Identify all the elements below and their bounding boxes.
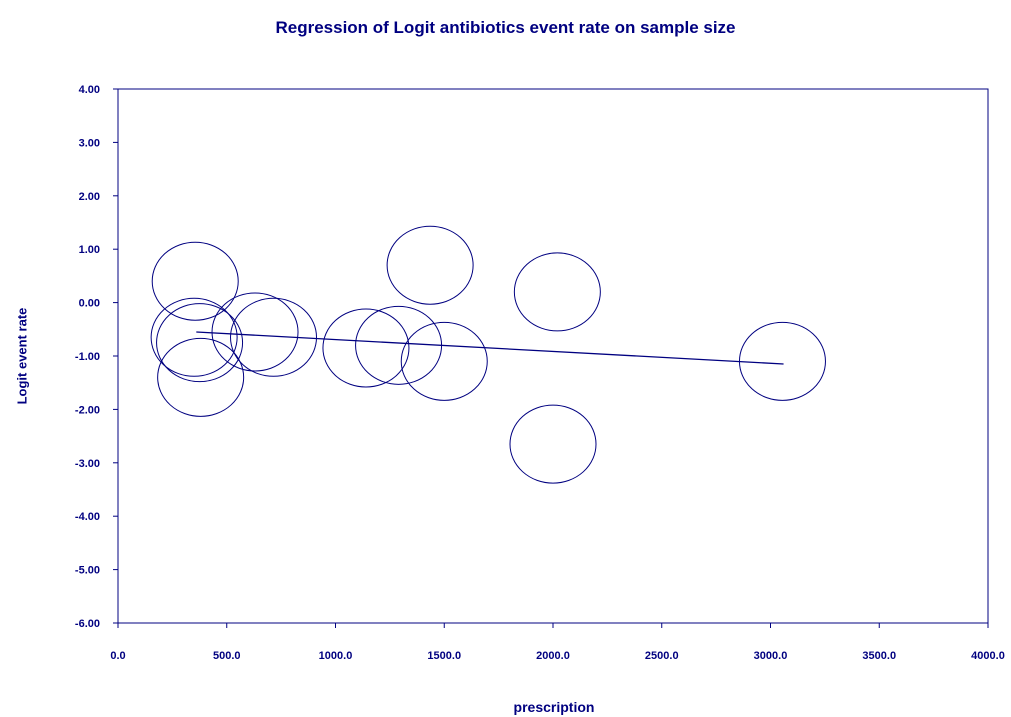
data-point <box>400 321 488 401</box>
y-tick-label: -3.00 <box>75 458 100 470</box>
y-tick-label: 3.00 <box>79 137 100 149</box>
x-tick-label: 4000.0 <box>971 650 1005 662</box>
data-points <box>150 225 826 484</box>
x-tick-label: 500.0 <box>213 650 241 662</box>
x-axis-label: prescription <box>513 699 595 715</box>
x-tick-label: 0.0 <box>110 650 125 662</box>
data-point <box>151 241 239 321</box>
regression-line <box>196 331 784 365</box>
data-point <box>211 292 299 372</box>
data-point <box>509 404 597 484</box>
data-point <box>230 297 318 377</box>
data-point <box>150 297 238 377</box>
data-point <box>156 303 244 383</box>
y-tick-label: 1.00 <box>79 244 100 256</box>
y-tick-label: -1.00 <box>75 351 100 363</box>
x-tick-label: 3000.0 <box>754 650 788 662</box>
y-tick-label: -5.00 <box>75 565 100 577</box>
x-tick-label: 2000.0 <box>536 650 570 662</box>
y-axis: 4.00 3.00 2.00 1.00 0.00 -1.00 -2.00 -3.00 -4.00… <box>75 84 118 630</box>
data-point <box>322 308 410 388</box>
x-tick-label: 2500.0 <box>645 650 679 662</box>
y-tick-label: 2.00 <box>79 191 100 203</box>
y-tick-label: -2.00 <box>75 404 100 416</box>
y-tick-label: 4.00 <box>79 84 100 96</box>
y-tick-label: -6.00 <box>75 618 100 630</box>
x-tick-label: 1500.0 <box>427 650 461 662</box>
x-tick-label: 1000.0 <box>319 650 353 662</box>
x-tick-label: 3500.0 <box>862 650 896 662</box>
chart-title: Regression of Logit antibiotics event ra… <box>275 18 736 37</box>
data-point <box>738 321 826 401</box>
data-point <box>386 225 474 305</box>
x-axis: 0.0 500.0 1000.0 1500.0 2000.0 2500.0 3000.0 35… <box>110 623 1005 662</box>
data-point <box>355 305 443 385</box>
y-tick-label: 0.00 <box>79 298 100 310</box>
y-tick-label: -4.00 <box>75 511 100 523</box>
plot-area-frame <box>117 88 989 624</box>
regression-line-group <box>196 331 784 365</box>
data-point <box>157 337 245 417</box>
data-point <box>513 252 601 332</box>
